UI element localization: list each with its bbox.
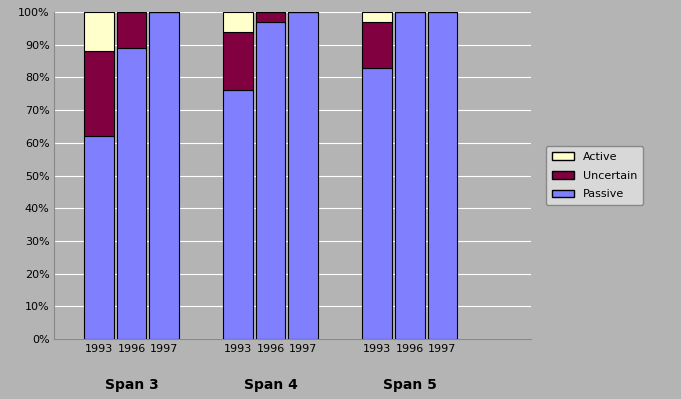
Bar bbox=[395, 12, 424, 339]
Legend: Active, Uncertain, Passive: Active, Uncertain, Passive bbox=[546, 146, 643, 205]
Text: Span 5: Span 5 bbox=[383, 378, 437, 392]
Bar bbox=[256, 22, 285, 339]
Bar bbox=[223, 91, 253, 339]
Bar bbox=[84, 51, 114, 136]
Bar bbox=[256, 12, 285, 22]
Bar bbox=[362, 12, 392, 22]
Bar bbox=[84, 12, 114, 51]
Bar bbox=[223, 12, 253, 32]
Bar bbox=[223, 32, 253, 91]
Bar bbox=[362, 22, 392, 67]
Bar bbox=[428, 12, 457, 339]
Bar bbox=[116, 48, 146, 339]
Bar bbox=[362, 67, 392, 339]
Bar bbox=[288, 12, 318, 339]
Bar bbox=[84, 136, 114, 339]
Bar bbox=[116, 12, 146, 48]
Text: Span 4: Span 4 bbox=[244, 378, 298, 392]
Bar bbox=[149, 12, 179, 339]
Text: Span 3: Span 3 bbox=[105, 378, 159, 392]
